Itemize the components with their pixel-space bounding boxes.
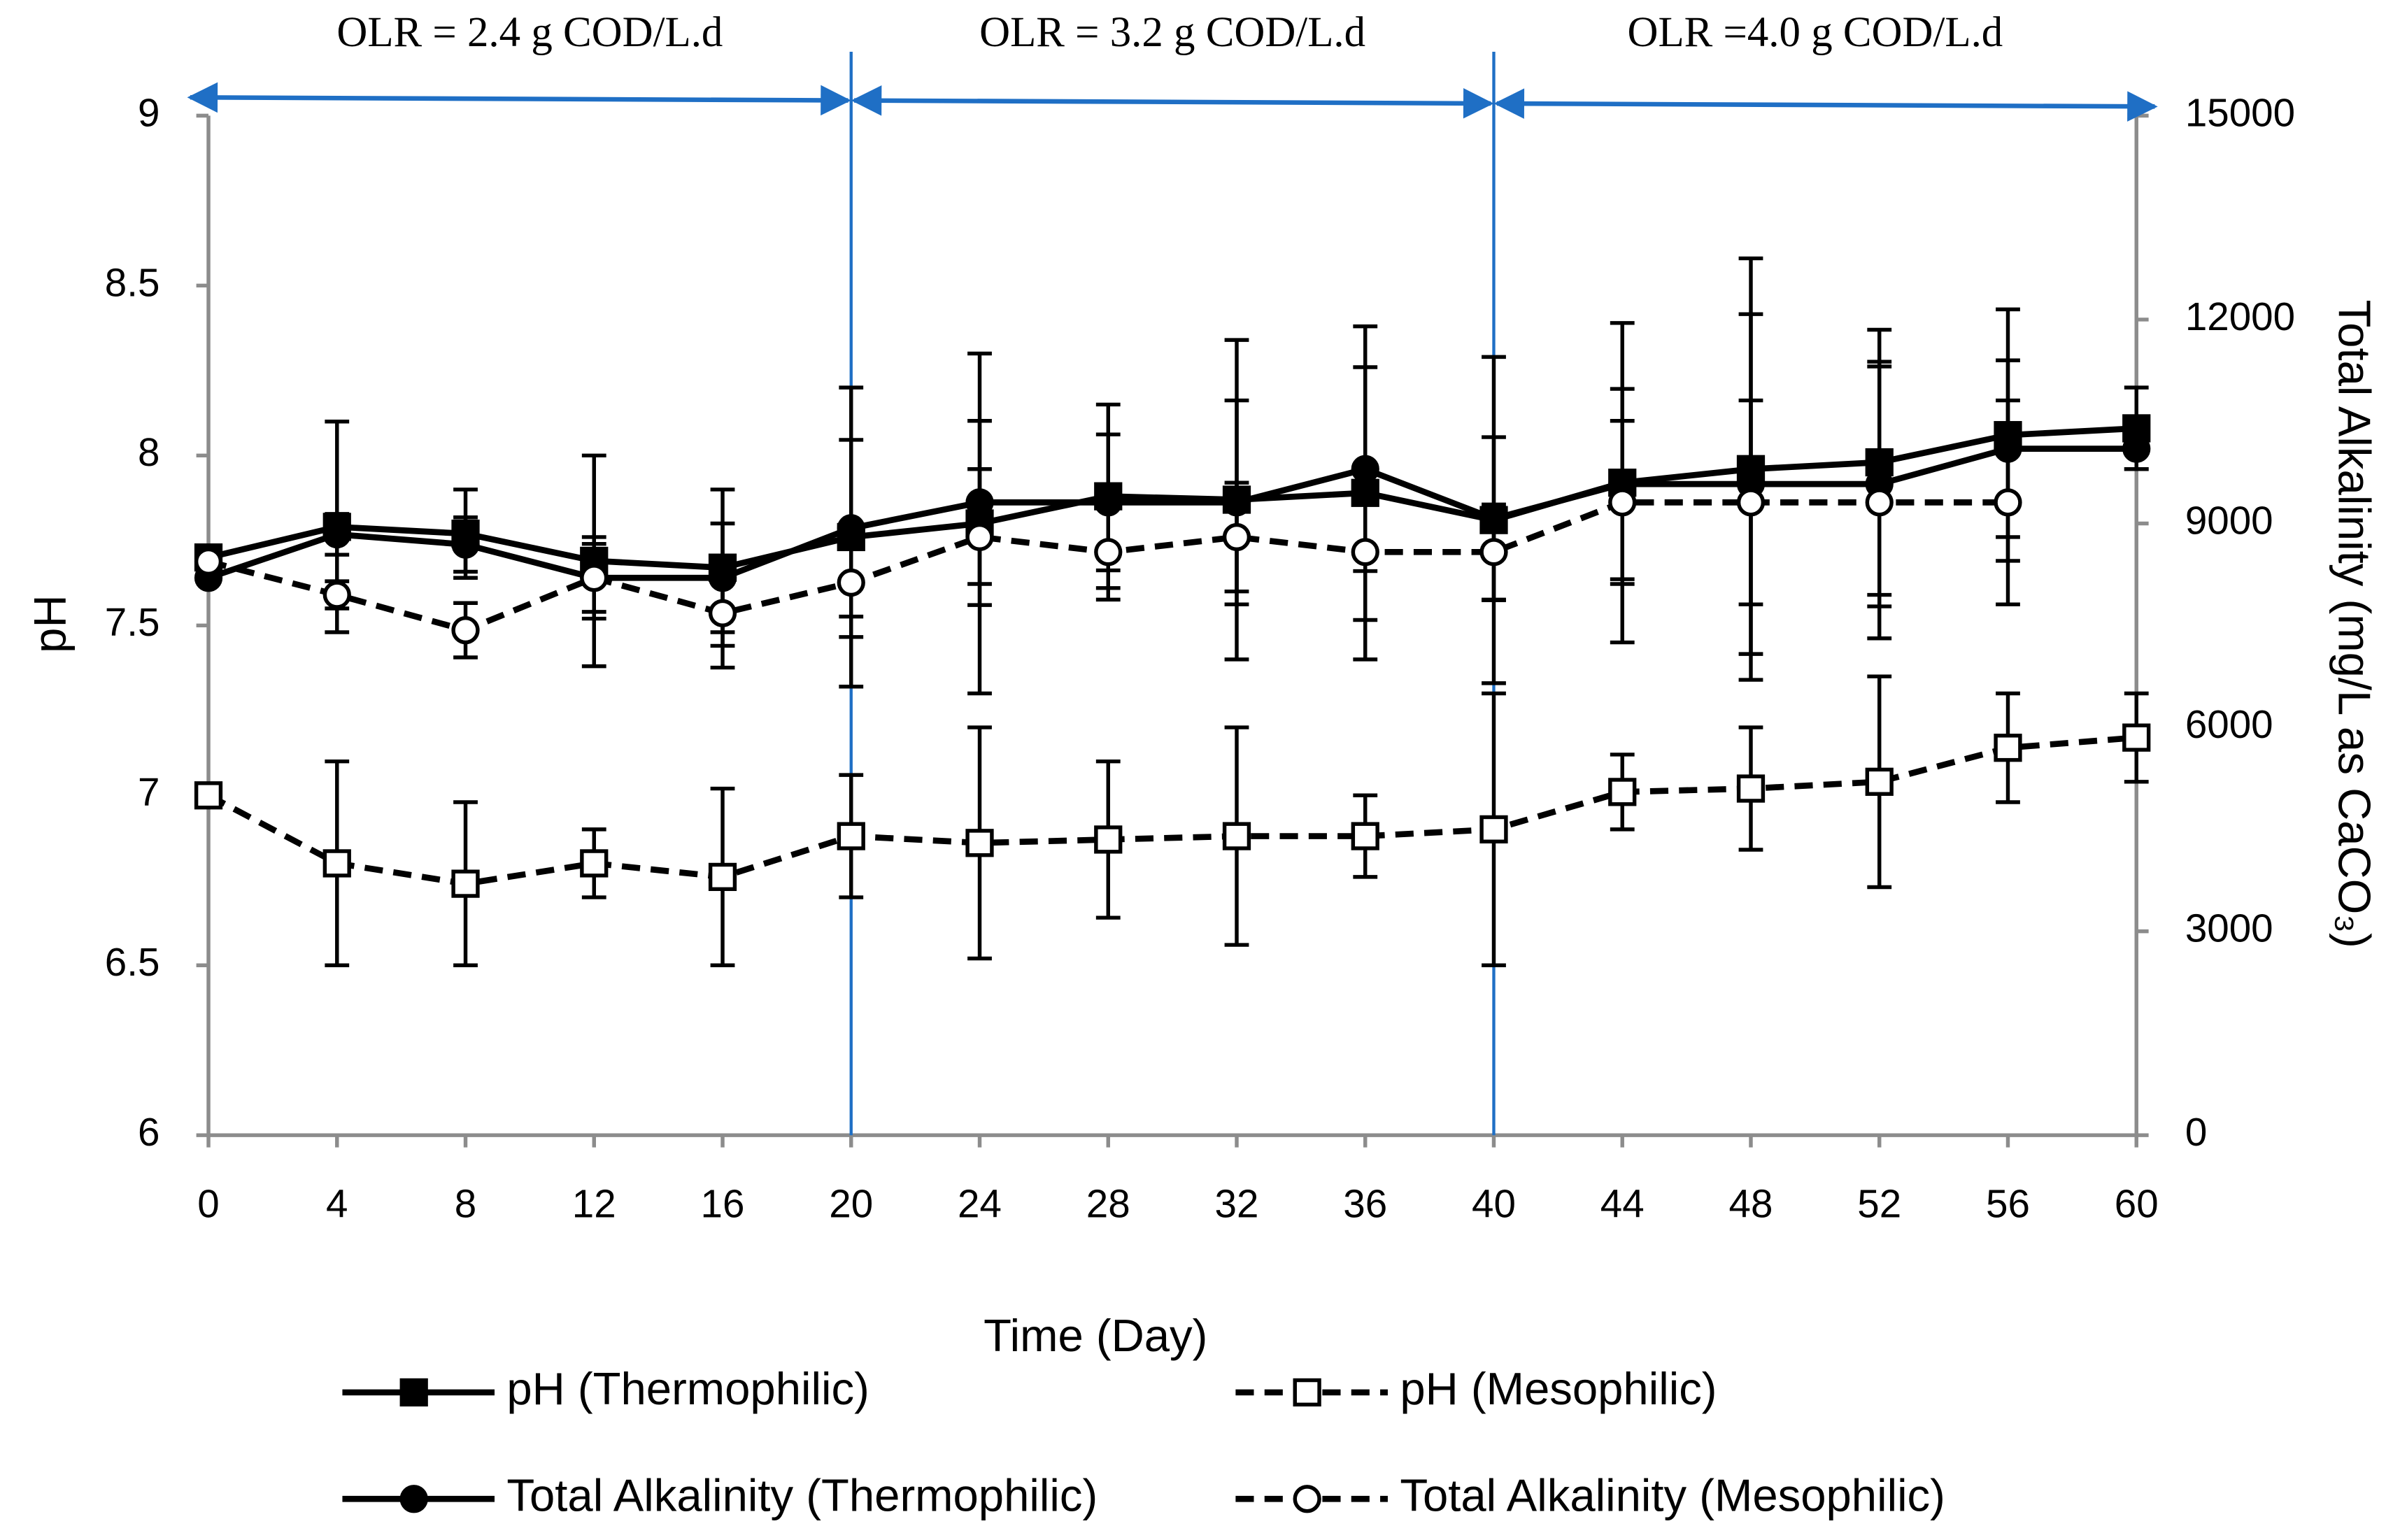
marker bbox=[1351, 822, 1379, 850]
marker bbox=[2122, 723, 2151, 752]
region-arrow bbox=[851, 85, 1494, 119]
marker bbox=[1994, 434, 2022, 463]
y-tick-label: 7.5 bbox=[105, 600, 160, 644]
marker bbox=[965, 829, 994, 857]
x-tick-label: 0 bbox=[197, 1181, 219, 1225]
y2-tick-label: 6000 bbox=[2185, 702, 2273, 746]
marker bbox=[322, 849, 351, 878]
marker bbox=[1222, 822, 1251, 850]
marker bbox=[1094, 825, 1123, 854]
marker bbox=[194, 547, 223, 576]
y2-tick-label: 9000 bbox=[2185, 498, 2273, 542]
x-tick-label: 12 bbox=[572, 1181, 616, 1225]
marker bbox=[194, 781, 223, 810]
legend-label: pH (Mesophilic) bbox=[1400, 1363, 1717, 1414]
x-tick-label: 24 bbox=[958, 1181, 1002, 1225]
y-tick-label: 8.5 bbox=[105, 260, 160, 304]
legend-label: Total Alkalinity (Thermophilic) bbox=[506, 1469, 1098, 1520]
marker bbox=[1865, 767, 1894, 796]
x-tick-label: 60 bbox=[2115, 1181, 2159, 1225]
y-tick-label: 6.5 bbox=[105, 940, 160, 984]
marker bbox=[837, 514, 865, 543]
legend-label: pH (Thermophilic) bbox=[506, 1363, 869, 1414]
legend-marker bbox=[1293, 1378, 1321, 1407]
marker bbox=[1351, 478, 1379, 507]
marker bbox=[2122, 434, 2151, 463]
legend-item: pH (Thermophilic) bbox=[342, 1363, 869, 1414]
x-axis-label: Time (Day) bbox=[983, 1310, 1207, 1361]
x-tick-label: 56 bbox=[1986, 1181, 2030, 1225]
marker bbox=[1608, 778, 1637, 806]
marker bbox=[1865, 488, 1894, 517]
marker bbox=[708, 862, 737, 892]
marker bbox=[451, 530, 480, 559]
region-label: OLR =4.0 g COD/L.d bbox=[1627, 9, 2003, 56]
region-arrow bbox=[1493, 88, 2158, 122]
marker bbox=[322, 580, 351, 609]
x-tick-label: 40 bbox=[1472, 1181, 1516, 1225]
marker bbox=[1222, 488, 1251, 517]
region-label: OLR = 2.4 g COD/L.d bbox=[336, 9, 723, 56]
y-axis-label: pH bbox=[24, 594, 75, 653]
y-tick-label: 8 bbox=[138, 430, 159, 474]
y2-axis-label: Total Alkalinity (mg/L as CaCO₃) bbox=[2329, 300, 2380, 948]
y2-tick-label: 3000 bbox=[2185, 906, 2273, 950]
marker bbox=[1094, 488, 1123, 517]
region-arrow bbox=[187, 82, 851, 116]
y2-tick-label: 0 bbox=[2185, 1110, 2207, 1154]
series-line bbox=[207, 445, 2137, 581]
legend-marker bbox=[399, 1378, 428, 1407]
series-line bbox=[208, 425, 2137, 571]
marker bbox=[965, 488, 994, 517]
marker bbox=[1351, 455, 1379, 483]
x-tick-label: 52 bbox=[1857, 1181, 1901, 1225]
marker bbox=[580, 564, 609, 592]
marker bbox=[322, 520, 351, 549]
marker bbox=[1994, 734, 2022, 762]
marker bbox=[451, 869, 480, 898]
marker bbox=[837, 568, 865, 597]
marker bbox=[1479, 538, 1508, 566]
x-tick-label: 20 bbox=[829, 1181, 873, 1225]
legend-item: Total Alkalinity (Thermophilic) bbox=[342, 1469, 1098, 1520]
marker bbox=[965, 522, 994, 552]
y-tick-label: 7 bbox=[138, 770, 159, 814]
marker bbox=[1222, 522, 1251, 552]
legend-item: pH (Mesophilic) bbox=[1235, 1363, 1717, 1414]
y-tick-label: 9 bbox=[138, 90, 159, 134]
marker bbox=[1994, 488, 2022, 517]
marker bbox=[1479, 504, 1508, 533]
x-tick-label: 8 bbox=[455, 1181, 476, 1225]
marker bbox=[1736, 488, 1766, 517]
legend-marker bbox=[1293, 1485, 1321, 1513]
marker bbox=[708, 564, 737, 592]
legend-label: Total Alkalinity (Mesophilic) bbox=[1400, 1469, 1945, 1520]
region-label: OLR = 3.2 g COD/L.d bbox=[979, 9, 1365, 56]
marker bbox=[1094, 538, 1123, 566]
y-tick-label: 6 bbox=[138, 1110, 159, 1154]
x-tick-label: 32 bbox=[1215, 1181, 1259, 1225]
x-tick-label: 28 bbox=[1086, 1181, 1130, 1225]
x-tick-label: 44 bbox=[1600, 1181, 1645, 1225]
marker bbox=[837, 822, 865, 850]
legend-marker bbox=[399, 1485, 428, 1513]
y2-tick-label: 12000 bbox=[2185, 294, 2295, 338]
marker bbox=[1736, 774, 1766, 803]
x-tick-label: 36 bbox=[1343, 1181, 1387, 1225]
x-tick-label: 4 bbox=[326, 1181, 348, 1225]
marker bbox=[1608, 488, 1637, 517]
marker bbox=[708, 599, 737, 627]
x-tick-label: 16 bbox=[701, 1181, 745, 1225]
marker bbox=[1479, 815, 1508, 843]
marker bbox=[580, 849, 609, 878]
legend-item: Total Alkalinity (Mesophilic) bbox=[1235, 1469, 1945, 1520]
marker bbox=[1351, 538, 1379, 566]
y2-tick-label: 15000 bbox=[2185, 90, 2295, 134]
x-tick-label: 48 bbox=[1729, 1181, 1773, 1225]
marker bbox=[451, 615, 480, 645]
series-line bbox=[206, 734, 2137, 887]
